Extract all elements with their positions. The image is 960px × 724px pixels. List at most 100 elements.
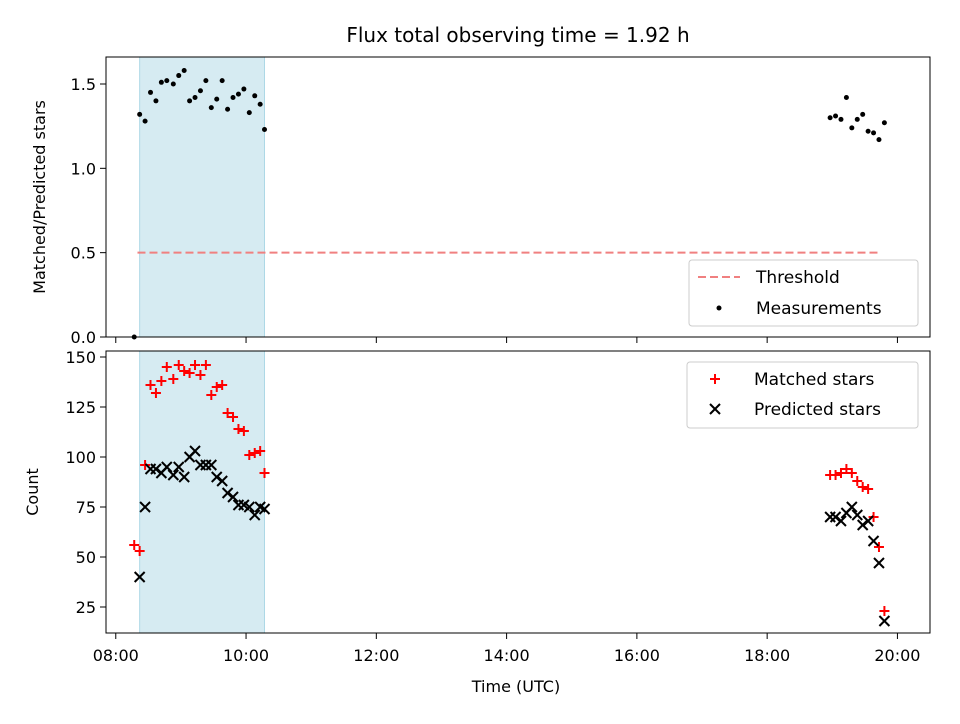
matched-stars-point (228, 412, 239, 422)
measurement-point (142, 118, 148, 124)
measurement-point (187, 98, 193, 104)
predicted-stars-point (173, 461, 185, 473)
predicted-stars-point (846, 501, 858, 513)
predicted-stars-point (867, 535, 880, 547)
predicted-stars-point (856, 519, 869, 531)
measurement-point (854, 116, 860, 122)
matched-stars-point (222, 408, 233, 418)
x-axis-label: Time (UTC) (471, 677, 560, 696)
y-tick-label: 100 (65, 448, 96, 467)
predicted-stars-point (221, 487, 234, 499)
bottom-axes-frame (105, 350, 931, 634)
y-tick-label: 25 (76, 598, 96, 617)
x-tick-label: 14:00 (484, 646, 530, 665)
matched-stars-point (129, 540, 140, 550)
matched-legend-swatch (710, 374, 720, 384)
measurement-point (235, 91, 241, 97)
measurement-point (252, 93, 258, 99)
top-legend-box (688, 259, 919, 327)
matched-stars-point (259, 468, 270, 478)
predicted-stars-point (878, 615, 891, 627)
matched-stars-point (179, 366, 190, 376)
chart-title: Flux total observing time = 1.92 h (346, 23, 689, 47)
predicted-stars-point (161, 461, 173, 473)
predicted-stars-point (167, 469, 180, 481)
matched-legend-label: Matched stars (754, 370, 874, 390)
matched-stars-point (150, 388, 161, 398)
y-tick-label: 0.5 (71, 244, 96, 263)
matched-stars-point (184, 368, 195, 378)
measurement-point (838, 116, 844, 122)
bottom-legend: Matched stars Predicted stars (686, 361, 919, 429)
matched-stars-point (873, 542, 884, 552)
x-tick-label: 12:00 (353, 646, 399, 665)
matched-stars-point (195, 370, 206, 380)
measurement-point (208, 105, 214, 111)
x-tick-label: 18:00 (744, 646, 790, 665)
top-axes-frame (105, 56, 931, 338)
y-tick-label: 0.0 (71, 328, 96, 347)
predicted-stars-point (189, 445, 201, 457)
predicted-stars-point (150, 463, 162, 475)
top-y-axis-label: Matched/Predicted stars (30, 100, 49, 294)
matched-stars-point (140, 460, 151, 470)
measurement-point (164, 78, 170, 84)
predicted-legend-swatch (709, 403, 721, 415)
matched-stars-point (200, 360, 211, 370)
predicted-stars-point (835, 515, 847, 527)
matched-stars-point (211, 382, 222, 392)
predicted-stars-point (258, 503, 271, 515)
measurement-point (871, 130, 877, 136)
measurement-point (246, 110, 252, 116)
matched-stars-point (249, 448, 260, 458)
observing-window-span (139, 350, 266, 634)
measurements-legend-label: Measurements (756, 299, 882, 319)
matched-stars-point (190, 360, 201, 370)
bottom-legend-box (686, 361, 919, 429)
top-legend: Threshold Measurements (688, 259, 919, 327)
measurement-point (827, 115, 833, 121)
measurement-point (203, 78, 209, 84)
measurements-legend-swatch (716, 305, 722, 311)
bottom-y-axis-label: Count (23, 468, 42, 516)
matched-stars-point (161, 362, 172, 372)
measurement-point (241, 86, 247, 92)
measurement-point (170, 81, 176, 87)
observing-window-span (139, 56, 266, 338)
matched-stars-point (879, 606, 890, 616)
y-tick-label: 125 (65, 398, 96, 417)
matched-stars-point (145, 380, 156, 390)
matched-stars-point (206, 390, 217, 400)
predicted-stars-point (243, 501, 256, 513)
predicted-stars-point (178, 471, 190, 483)
matched-stars-point (846, 468, 857, 478)
x-tick-label: 08:00 (93, 646, 139, 665)
measurement-point (176, 73, 182, 79)
predicted-stars-point (829, 511, 842, 523)
matched-stars-point (244, 450, 255, 460)
y-tick-label: 1.0 (71, 159, 96, 178)
predicted-stars-point (205, 459, 218, 471)
predicted-stars-point (211, 471, 223, 483)
x-tick-label: 10:00 (223, 646, 269, 665)
x-tick-label: 20:00 (874, 646, 920, 665)
predicted-stars-point (227, 491, 239, 503)
measurement-point (158, 79, 164, 85)
matched-stars-point (835, 468, 846, 478)
predicted-stars-point (851, 509, 863, 521)
bottom-panel: 25 50 75 100 125 150 08:00 10:00 12:00 14:00 16:0… (23, 348, 931, 696)
matched-stars-point (830, 470, 841, 480)
measurement-point (137, 111, 143, 117)
matched-stars-point (857, 482, 868, 492)
measurement-point (849, 125, 855, 131)
measurement-point (148, 89, 154, 95)
y-tick-label: 150 (65, 348, 96, 367)
measurement-point (876, 137, 882, 143)
threshold-legend-label: Threshold (755, 268, 840, 288)
measurement-point (225, 106, 231, 112)
predicted-stars-point (873, 557, 885, 569)
measurement-point (843, 94, 849, 100)
measurement-point (860, 111, 866, 117)
measurement-point (262, 127, 268, 133)
